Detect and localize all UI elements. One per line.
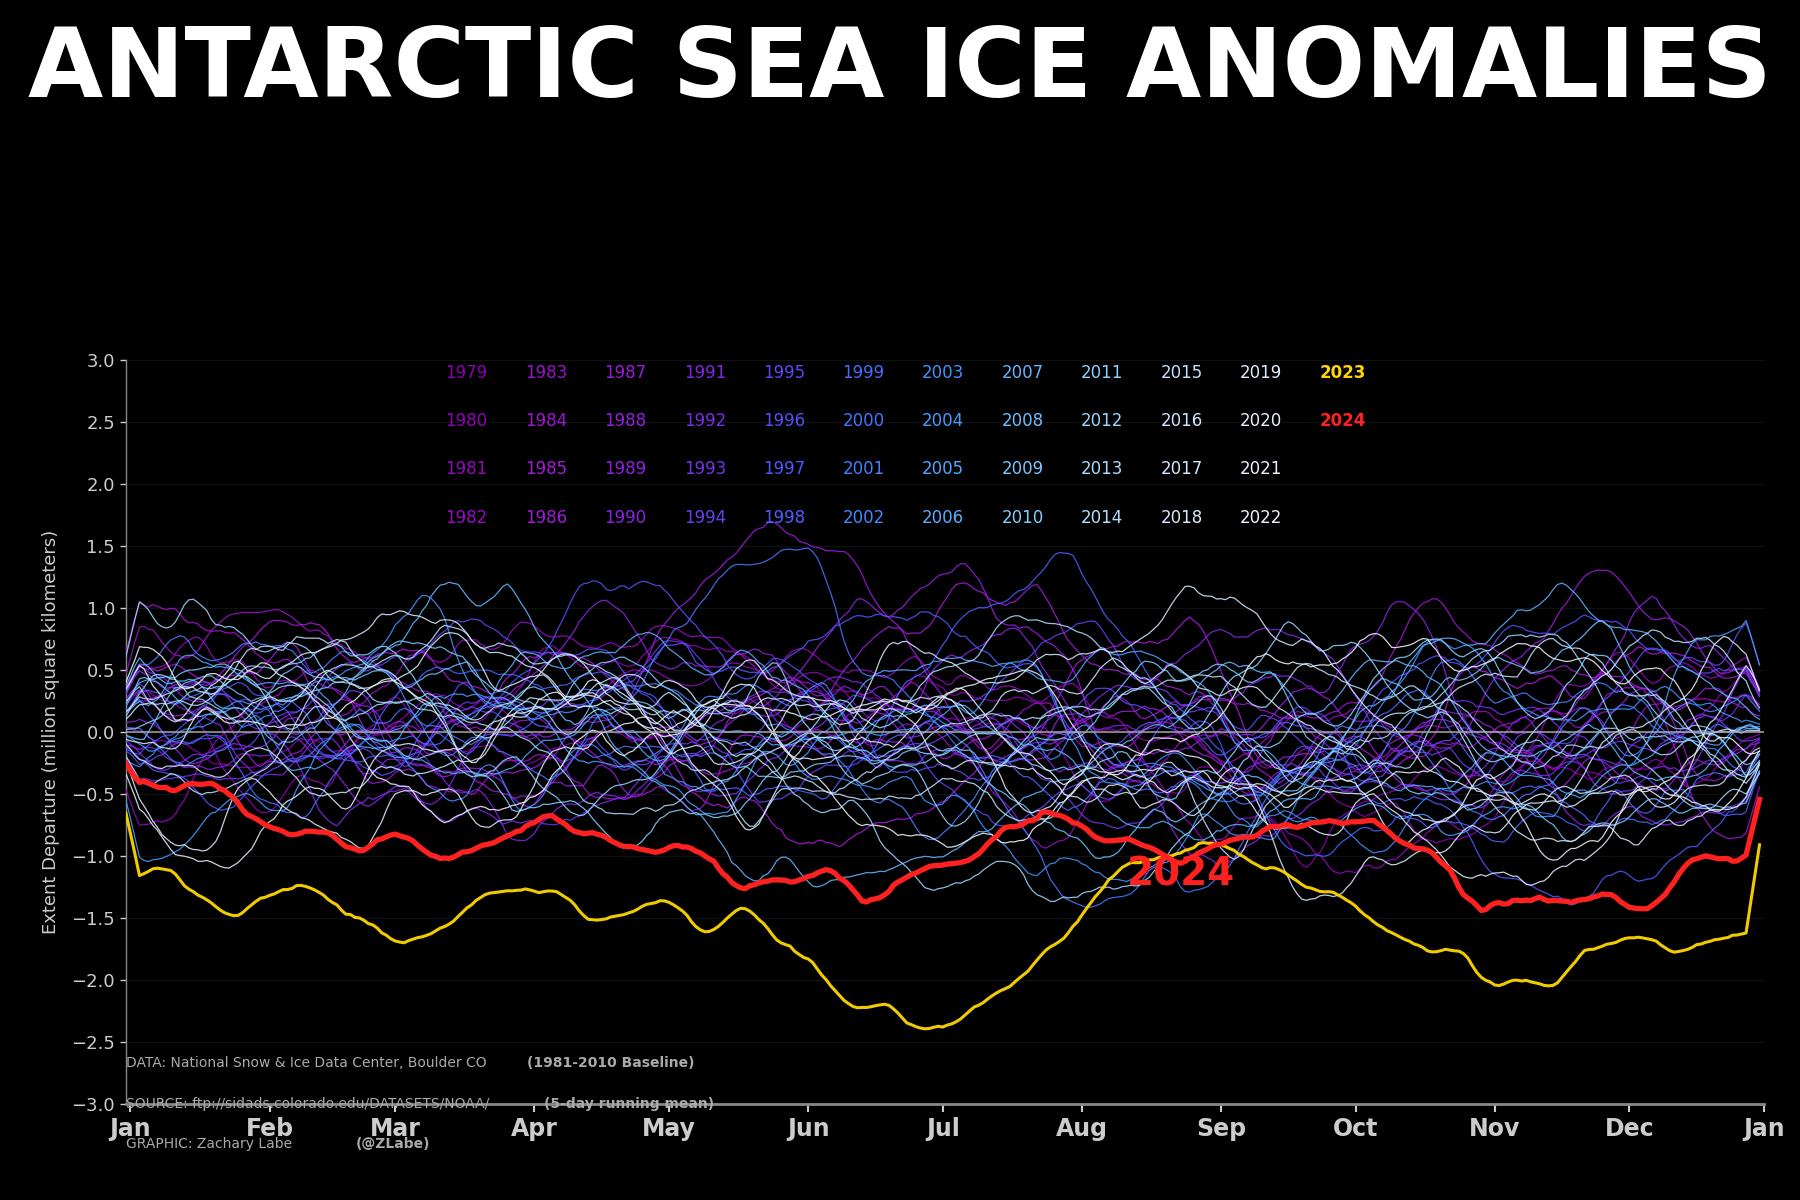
- Text: 1998: 1998: [763, 509, 805, 527]
- Text: 2000: 2000: [842, 412, 886, 430]
- Text: 1983: 1983: [526, 364, 567, 382]
- Text: 2009: 2009: [1001, 461, 1044, 479]
- Text: 1989: 1989: [605, 461, 646, 479]
- Text: 2010: 2010: [1001, 509, 1044, 527]
- Text: 2021: 2021: [1240, 461, 1282, 479]
- Text: 2007: 2007: [1001, 364, 1044, 382]
- Text: 2008: 2008: [1001, 412, 1044, 430]
- Text: 2011: 2011: [1082, 364, 1123, 382]
- Text: 2023: 2023: [1319, 364, 1366, 382]
- Text: 2006: 2006: [922, 509, 965, 527]
- Text: 1984: 1984: [526, 412, 567, 430]
- Text: 1986: 1986: [526, 509, 567, 527]
- Text: GRAPHIC: Zachary Labe: GRAPHIC: Zachary Labe: [126, 1138, 297, 1152]
- Text: DATA: National Snow & Ice Data Center, Boulder CO: DATA: National Snow & Ice Data Center, B…: [126, 1056, 491, 1069]
- Text: 1997: 1997: [763, 461, 805, 479]
- Text: 2005: 2005: [922, 461, 965, 479]
- Text: 2019: 2019: [1240, 364, 1282, 382]
- Text: SOURCE: ftp://sidads.colorado.edu/DATASETS/NOAA/: SOURCE: ftp://sidads.colorado.edu/DATASE…: [126, 1097, 493, 1110]
- Text: 1981: 1981: [445, 461, 488, 479]
- Text: 2004: 2004: [922, 412, 965, 430]
- Text: 2020: 2020: [1240, 412, 1282, 430]
- Text: 2001: 2001: [842, 461, 886, 479]
- Text: 1996: 1996: [763, 412, 805, 430]
- Text: (@ZLabe): (@ZLabe): [355, 1138, 430, 1152]
- Text: (1981-2010 Baseline): (1981-2010 Baseline): [527, 1056, 695, 1069]
- Text: 1979: 1979: [445, 364, 488, 382]
- Text: 1987: 1987: [605, 364, 646, 382]
- Text: 2003: 2003: [922, 364, 965, 382]
- Text: 1980: 1980: [445, 412, 488, 430]
- Text: 1993: 1993: [684, 461, 725, 479]
- Text: 1991: 1991: [684, 364, 725, 382]
- Text: (5-day running mean): (5-day running mean): [544, 1097, 715, 1110]
- Text: 2024: 2024: [1319, 412, 1366, 430]
- Text: 1990: 1990: [605, 509, 646, 527]
- Text: 2018: 2018: [1161, 509, 1202, 527]
- Text: 1988: 1988: [605, 412, 646, 430]
- Text: 2024: 2024: [1127, 856, 1235, 894]
- Text: ANTARCTIC SEA ICE ANOMALIES: ANTARCTIC SEA ICE ANOMALIES: [29, 24, 1771, 116]
- Text: 2002: 2002: [842, 509, 886, 527]
- Text: 2012: 2012: [1082, 412, 1123, 430]
- Y-axis label: Extent Departure (million square kilometers): Extent Departure (million square kilomet…: [41, 530, 59, 934]
- Text: 2013: 2013: [1082, 461, 1123, 479]
- Text: 1992: 1992: [684, 412, 725, 430]
- Text: 2016: 2016: [1161, 412, 1202, 430]
- Text: 1982: 1982: [445, 509, 488, 527]
- Text: 1985: 1985: [526, 461, 567, 479]
- Text: 1995: 1995: [763, 364, 805, 382]
- Text: 2015: 2015: [1161, 364, 1202, 382]
- Text: 1999: 1999: [842, 364, 886, 382]
- Text: 1994: 1994: [684, 509, 725, 527]
- Text: 2014: 2014: [1082, 509, 1123, 527]
- Text: 2022: 2022: [1240, 509, 1282, 527]
- Text: 2017: 2017: [1161, 461, 1202, 479]
